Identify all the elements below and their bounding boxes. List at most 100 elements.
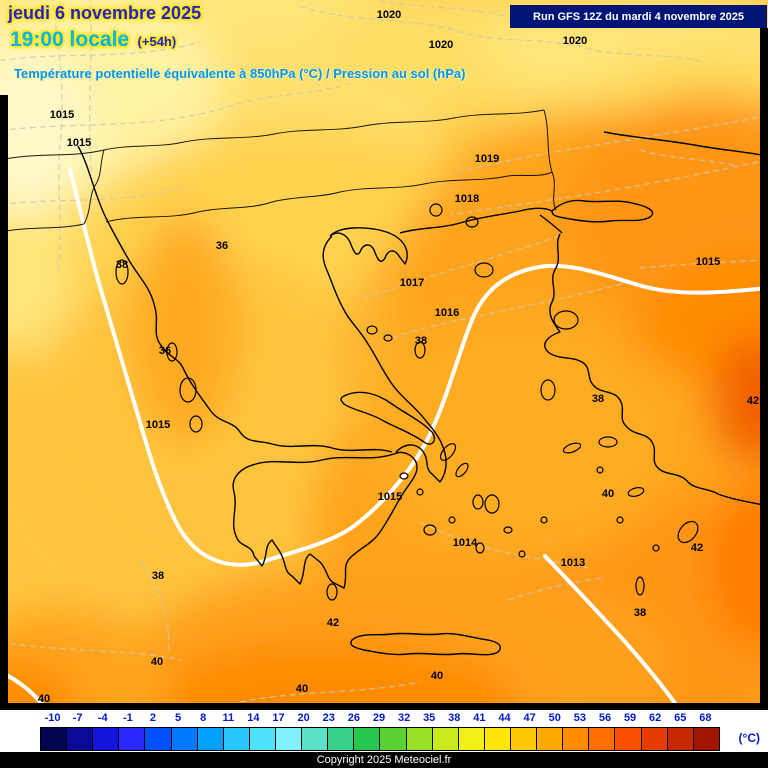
colorbar-tick: 17 xyxy=(272,712,285,724)
colorbar-tick: 29 xyxy=(372,712,386,724)
colorbar-cell xyxy=(249,728,276,750)
colorbar-cell xyxy=(67,728,94,750)
pressure-label: 1013 xyxy=(560,557,586,569)
colorbar-tick: 38 xyxy=(448,712,461,724)
colorbar-tick: 41 xyxy=(473,712,486,724)
colorbar-tick: -10 xyxy=(44,712,61,724)
colorbar-cell xyxy=(119,728,146,750)
colorbar-cell xyxy=(641,728,668,750)
colorbar-tick: 44 xyxy=(498,712,511,724)
temperature-label: 38 xyxy=(414,335,428,347)
colorbar-cell xyxy=(41,728,68,750)
colorbar-tick-row: -10 -7 -4 -1 2 5 8 11 14 17 20 23 26 29 32 35 38 41 44 47 50… xyxy=(40,712,718,724)
pressure-label: 1015 xyxy=(145,419,171,431)
colorbar-cell xyxy=(328,728,355,750)
map-area: 1020 1020 1020 1019 1018 1017 1016 1015 1015 1015… xyxy=(0,0,768,710)
temperature-label: 40 xyxy=(430,670,444,682)
colorbar-tick: 53 xyxy=(573,712,586,724)
forecast-local-time: 19:00 locale xyxy=(10,28,130,51)
colorbar-tick: 32 xyxy=(397,712,411,724)
colorbar-cell xyxy=(302,728,329,750)
temperature-label: 40 xyxy=(601,488,615,500)
temperature-label: 42 xyxy=(326,617,340,629)
temperature-label: 36 xyxy=(215,240,229,252)
colorbar-tick: 2 xyxy=(149,712,157,724)
country-borders xyxy=(0,109,557,233)
pressure-label: 1015 xyxy=(49,109,75,121)
colorbar-tick: -1 xyxy=(122,712,133,724)
color-scale-area: -10 -7 -4 -1 2 5 8 11 14 17 20 23 26 29 32 35 38 41 44 47 50… xyxy=(0,710,768,752)
pressure-label: 1017 xyxy=(399,277,425,289)
colorbar-cell xyxy=(354,728,381,750)
pressure-label: 1020 xyxy=(562,35,588,47)
colorbar-tick: -4 xyxy=(97,712,108,724)
pressure-label: 1020 xyxy=(376,9,402,21)
colorbar-cell xyxy=(510,728,538,750)
pressure-label: 1016 xyxy=(434,307,460,319)
pressure-label: 1015 xyxy=(66,137,92,149)
colorbar-cell xyxy=(223,728,250,750)
temperature-label: 36 xyxy=(158,345,172,357)
forecast-time-line: 19:00 locale (+54h) xyxy=(10,28,176,52)
colorbar-cell xyxy=(432,728,459,750)
temperature-label: 38 xyxy=(115,259,129,271)
colorbar-cell xyxy=(458,728,485,750)
forecast-date: jeudi 6 novembre 2025 xyxy=(8,3,202,23)
map-border-right xyxy=(760,28,768,703)
colorbar-cell xyxy=(667,728,694,750)
colorbar-tick: 59 xyxy=(623,712,637,724)
colorbar-tick: 5 xyxy=(175,712,182,724)
copyright-text: Copyright 2025 Meteociel.fr xyxy=(316,754,452,766)
islands xyxy=(115,203,699,601)
colorbar-tick: 35 xyxy=(423,712,436,724)
pressure-label: 1019 xyxy=(474,153,500,165)
temperature-label: 38 xyxy=(591,393,605,405)
colorbar-tick: 62 xyxy=(649,712,662,724)
forecast-hour-offset: (+54h) xyxy=(137,34,177,49)
pressure-label: 1015 xyxy=(695,256,721,268)
colorbar-tick: 11 xyxy=(222,712,235,724)
colorbar-cell xyxy=(537,728,564,750)
temperature-label: 42 xyxy=(690,542,704,554)
colorbar-unit: (°C) xyxy=(738,731,760,745)
map-border-bottom xyxy=(0,703,768,710)
pressure-label: 1015 xyxy=(377,491,403,503)
colorbar-tick: 50 xyxy=(548,712,561,724)
colorbar-cell xyxy=(615,728,642,750)
colorbar-cell xyxy=(171,728,198,750)
temperature-label: 40 xyxy=(150,656,164,668)
colorbar-tick: 68 xyxy=(699,712,712,724)
pressure-label: 1018 xyxy=(454,193,480,205)
colorbar-cell xyxy=(693,728,719,750)
colorbar-tick: 56 xyxy=(598,712,612,724)
map-border-left xyxy=(0,95,8,703)
temperature-label: 42 xyxy=(746,395,760,407)
temperature-label: 40 xyxy=(295,683,309,695)
colorbar-tick: 23 xyxy=(322,712,335,724)
colorbar-cell xyxy=(93,728,120,750)
colorbar-tick: -7 xyxy=(72,712,83,724)
colorbar-cell xyxy=(197,728,224,750)
colorbar-tick: 47 xyxy=(523,712,536,724)
colorbar-tick: 26 xyxy=(347,712,360,724)
colorbar-tick: 8 xyxy=(200,712,207,724)
temperature-label: 38 xyxy=(151,570,165,582)
colorbar-tick: 20 xyxy=(297,712,310,724)
temperature-label: 38 xyxy=(633,607,647,619)
colorbar xyxy=(40,727,720,751)
colorbar-cell xyxy=(406,728,433,750)
pressure-label: 1020 xyxy=(428,39,454,51)
colorbar-cell xyxy=(484,728,511,750)
coastlines xyxy=(77,131,768,656)
pressure-label: 1014 xyxy=(452,537,478,549)
theta-e-map xyxy=(0,0,768,710)
model-run-info: Run GFS 12Z du mardi 4 novembre 2025 xyxy=(510,5,767,28)
temperature-label: 40 xyxy=(37,693,51,705)
colorbar-cell xyxy=(589,728,616,750)
colorbar-cell xyxy=(563,728,590,750)
colorbar-cell xyxy=(380,728,407,750)
colorbar-cell xyxy=(275,728,303,750)
colorbar-tick: 65 xyxy=(674,712,687,724)
colorbar-tick: 14 xyxy=(247,712,260,724)
